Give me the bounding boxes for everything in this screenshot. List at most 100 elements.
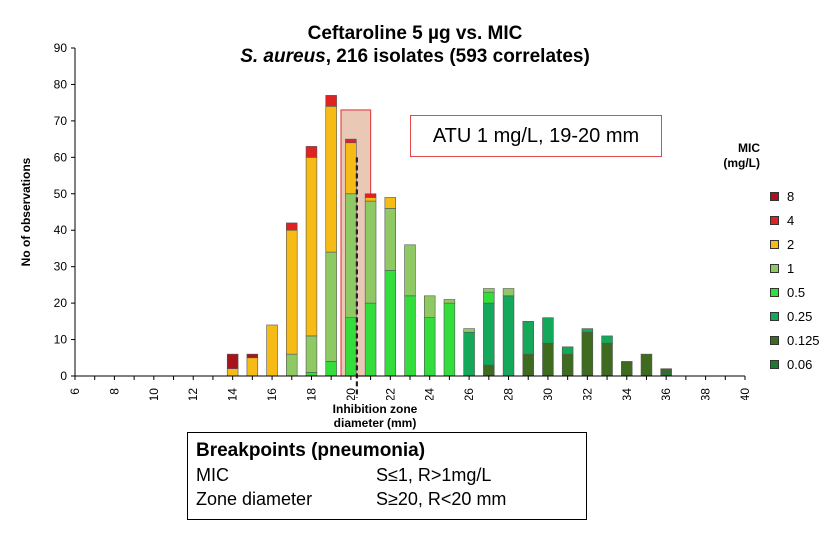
legend: 8 4 2 1 0.5 0.25 0.125 0.06: [770, 184, 825, 376]
bar-19-mic-4: [325, 95, 337, 107]
legend-swatch: [770, 311, 779, 321]
bar-14-mic-8: [226, 353, 239, 370]
legend-label: 1: [787, 260, 795, 276]
bar-33-mic-0.25: [601, 335, 613, 344]
chart-subtitle: S. aureus, 216 isolates (593 correlates): [150, 45, 680, 68]
bar-17-mic-2: [286, 229, 298, 355]
bar-29-mic-0.25: [522, 321, 534, 355]
atu-annotation: ATU 1 mg/L, 19-20 mm: [410, 115, 662, 157]
bar-21-mic-1: [364, 200, 377, 304]
x-tick-label: 10: [147, 388, 161, 400]
legend-label: 8: [787, 188, 795, 204]
x-tick-label: 24: [423, 388, 437, 400]
y-tick-label: 70: [54, 114, 68, 128]
bar-36-mic-0.125: [660, 368, 672, 373]
legend-swatch: [770, 191, 779, 201]
y-tick-label: 90: [54, 41, 68, 55]
legend-swatch: [770, 287, 779, 297]
bar-24-mic-0.5: [423, 317, 436, 377]
bar-17-mic-4: [286, 222, 298, 231]
legend-label: 0.25: [787, 308, 813, 324]
x-tick-label: 34: [620, 388, 634, 400]
bar-27-mic-1: [483, 288, 495, 293]
bar-19-mic-2: [325, 106, 337, 253]
x-tick-label: 40: [738, 388, 752, 400]
bar-22-mic-2: [384, 197, 397, 209]
bar-22-mic-0.5: [384, 270, 397, 377]
bar-34-mic-0.125: [621, 361, 633, 377]
x-tick-label: 36: [659, 388, 673, 400]
bar-36-mic-0.06: [660, 372, 672, 377]
legend-swatch: [770, 335, 779, 345]
bar-20-mic-1: [345, 193, 357, 318]
bar-21-mic-2: [364, 197, 377, 202]
breakpoint-mic-value: S≤1, R>1mg/L: [376, 465, 492, 485]
bar-15-mic-8: [246, 353, 259, 359]
bar-27-mic-0.25: [483, 302, 495, 366]
legend-label: 0.125: [787, 332, 820, 348]
bar-18-mic-2: [305, 157, 318, 337]
bar-32-mic-0.125: [581, 331, 594, 377]
legend-item-4: 4: [770, 208, 825, 232]
chart-title: Ceftaroline 5 µg vs. MIC: [307, 23, 523, 44]
x-tick-label: 18: [304, 388, 318, 400]
breakpoint-zone-value: S≥20, R<20 mm: [376, 489, 507, 509]
legend-label: 4: [787, 212, 795, 228]
x-tick-label: 28: [502, 388, 516, 400]
breakpoint-mic-name: MIC: [196, 465, 229, 485]
bar-28-mic-0.25: [502, 295, 515, 377]
breakpoints-title: Breakpoints (pneumonia): [196, 440, 426, 461]
legend-title: MIC (mg/L): [700, 141, 760, 171]
bar-30-mic-0.25: [542, 317, 554, 344]
bar-16-mic-2: [266, 324, 278, 377]
legend-title-line-1: MIC: [738, 141, 760, 155]
chart-title-block: Ceftaroline 5 µg vs. MIC S. aureus, 216 …: [150, 22, 680, 68]
bar-19-mic-1: [325, 251, 337, 362]
bar-14-mic-2: [226, 368, 239, 377]
legend-label: 0.5: [787, 284, 806, 300]
bar-23-mic-1: [404, 244, 416, 297]
bar-33-mic-0.125: [601, 342, 613, 377]
bar-26-mic-0.25: [463, 331, 475, 377]
x-tick-label: 14: [226, 388, 240, 400]
x-tick-label: 16: [265, 388, 279, 400]
legend-item-0.125: 0.125: [770, 328, 825, 352]
y-tick-label: 40: [54, 223, 68, 237]
legend-label: 0.06: [787, 356, 813, 372]
y-tick-label: 20: [54, 296, 68, 310]
legend-title-line-2: (mg/L): [723, 156, 760, 170]
bar-19-mic-0.5: [325, 361, 337, 377]
x-tick-label: 26: [462, 388, 476, 400]
bar-27-mic-0.5: [483, 291, 495, 304]
legend-item-1: 1: [770, 256, 825, 280]
legend-swatch: [770, 215, 779, 225]
bar-25-mic-1: [443, 299, 456, 304]
x-tick-label: 20: [344, 388, 358, 400]
legend-swatch: [770, 239, 779, 249]
bar-18-mic-0.5: [305, 372, 318, 377]
legend-item-0.5: 0.5: [770, 280, 825, 304]
legend-item-0.06: 0.06: [770, 352, 825, 376]
y-tick-label: 80: [54, 77, 68, 91]
bar-20-mic-4: [345, 138, 357, 144]
bar-23-mic-0.5: [404, 295, 416, 377]
y-tick-label: 50: [54, 187, 68, 201]
bar-20-mic-0.5: [345, 317, 357, 377]
bar-31-mic-0.25: [561, 346, 574, 355]
bar-25-mic-0.5: [443, 302, 456, 377]
bar-28-mic-1: [502, 288, 515, 297]
legend-item-0.25: 0.25: [770, 304, 825, 328]
bar-30-mic-0.125: [542, 342, 554, 377]
bar-24-mic-1: [423, 295, 436, 318]
bar-18-mic-4: [305, 146, 318, 158]
bar-26-mic-1: [463, 328, 475, 333]
chart-subtitle-rest: , 216 isolates (593 correlates): [325, 46, 590, 67]
bar-18-mic-1: [305, 335, 318, 373]
x-tick-label: 38: [699, 388, 713, 400]
x-tick-label: 32: [580, 388, 594, 400]
chart-subtitle-species: S. aureus: [240, 46, 326, 67]
x-tick-label: 22: [383, 388, 397, 400]
legend-item-2: 2: [770, 232, 825, 256]
breakpoint-row-zone: Zone diameter S≥20, R<20 mm: [196, 487, 586, 511]
y-tick-label: 0: [60, 369, 67, 383]
